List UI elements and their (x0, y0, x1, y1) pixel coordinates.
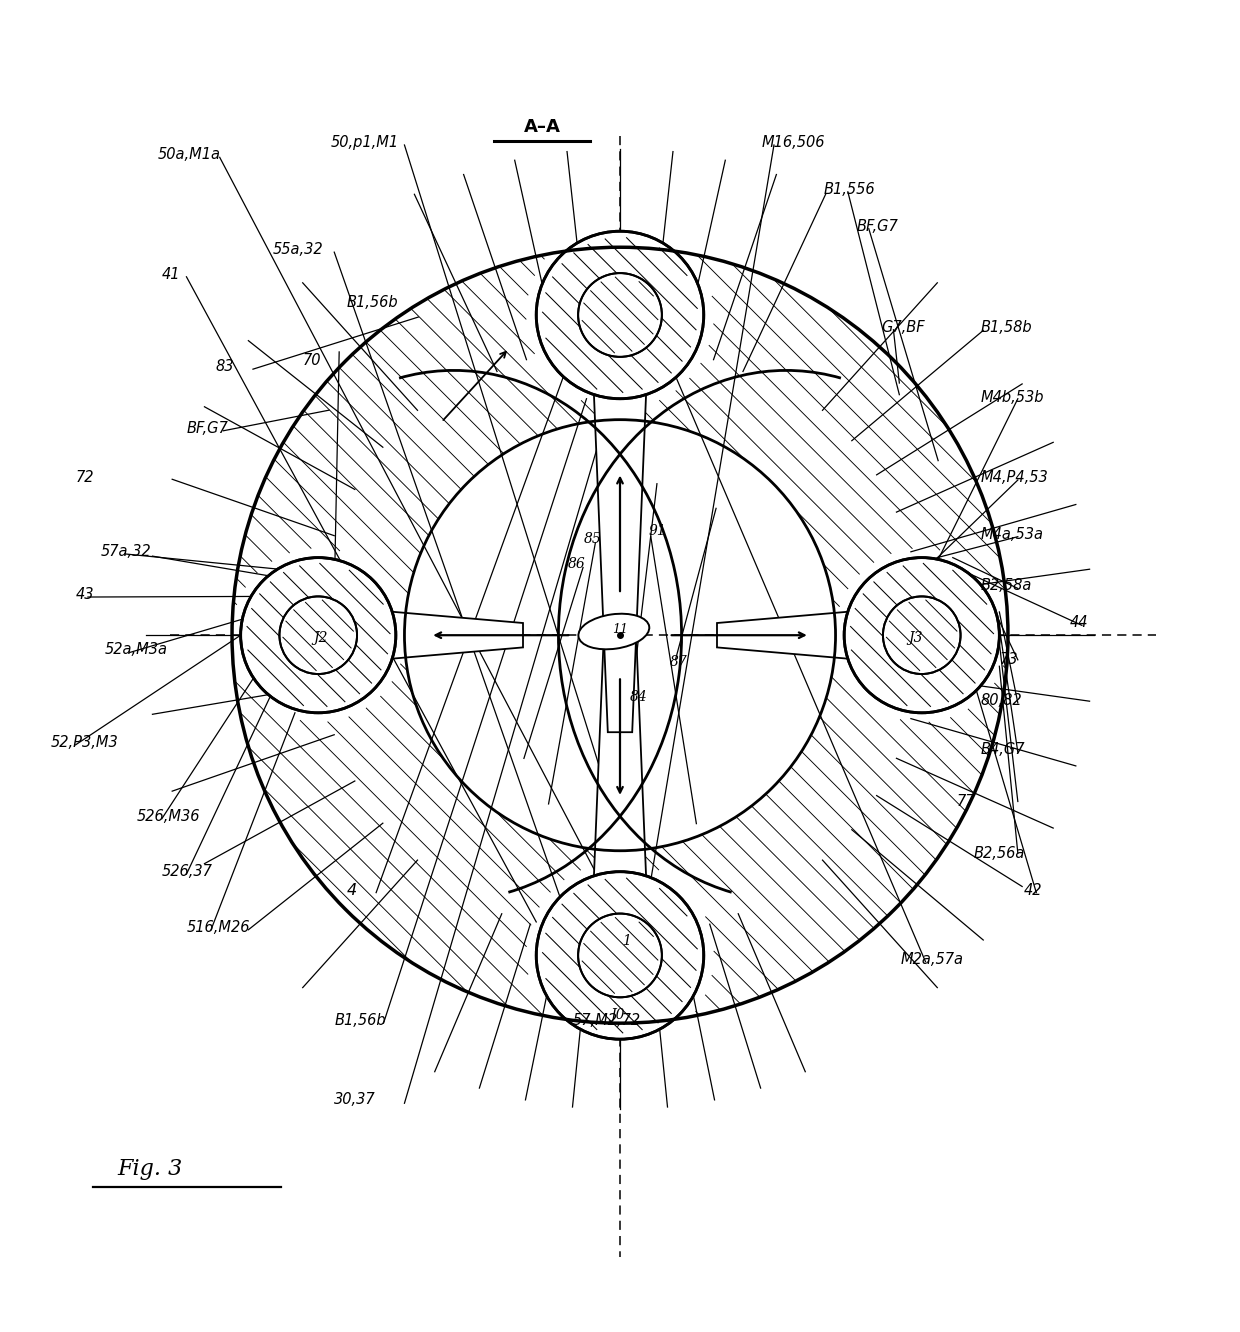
Text: B1,56b: B1,56b (335, 1014, 386, 1028)
Text: 57a,32: 57a,32 (100, 543, 151, 559)
Text: G7,BF: G7,BF (882, 320, 925, 334)
Circle shape (883, 597, 961, 674)
Text: 526,M36: 526,M36 (138, 809, 201, 823)
Polygon shape (591, 538, 649, 943)
Text: 87: 87 (671, 655, 688, 669)
Text: M2a,57a: M2a,57a (900, 951, 963, 967)
Text: 86: 86 (568, 557, 585, 571)
Text: A–A: A–A (525, 117, 560, 136)
Text: 4: 4 (346, 883, 357, 898)
Text: 526,37: 526,37 (161, 864, 213, 879)
Text: 55a,32: 55a,32 (273, 242, 324, 257)
Text: 52,P3,M3: 52,P3,M3 (51, 735, 119, 750)
Text: M4a,53a: M4a,53a (981, 526, 1044, 542)
Circle shape (234, 551, 402, 719)
Polygon shape (330, 606, 523, 665)
Text: 80,82: 80,82 (981, 693, 1023, 709)
Text: 516,M26: 516,M26 (186, 919, 250, 935)
Text: B4,G7: B4,G7 (981, 742, 1025, 758)
Text: 77: 77 (956, 794, 975, 809)
Text: 42: 42 (1024, 883, 1043, 898)
Text: 50,p1,M1: 50,p1,M1 (331, 135, 399, 151)
Text: B2,58a: B2,58a (981, 578, 1032, 594)
Text: M4,P4,53: M4,P4,53 (981, 470, 1049, 485)
Text: B1,556: B1,556 (823, 182, 875, 197)
Circle shape (241, 558, 396, 713)
Text: 73: 73 (999, 653, 1018, 667)
Text: M4b,53b: M4b,53b (981, 390, 1044, 405)
Text: B1,56b: B1,56b (346, 296, 398, 310)
Circle shape (529, 225, 711, 405)
Circle shape (844, 558, 999, 713)
Text: 43: 43 (76, 587, 94, 602)
Text: B1,58b: B1,58b (981, 320, 1033, 334)
Text: 44: 44 (1070, 615, 1087, 630)
Circle shape (536, 232, 704, 398)
Polygon shape (591, 328, 649, 733)
Text: J0: J0 (610, 1007, 625, 1022)
Circle shape (578, 914, 662, 998)
Circle shape (536, 871, 704, 1039)
Text: J2: J2 (314, 630, 327, 645)
Text: 72: 72 (76, 470, 94, 485)
Polygon shape (717, 606, 910, 665)
Ellipse shape (578, 614, 650, 649)
Text: M16,506: M16,506 (761, 135, 825, 151)
Text: 83: 83 (216, 360, 234, 374)
Text: J3: J3 (909, 630, 923, 645)
Circle shape (404, 420, 836, 851)
Text: 57,M2,72: 57,M2,72 (573, 1014, 641, 1028)
Text: 84: 84 (630, 690, 647, 703)
Text: 11: 11 (613, 622, 627, 635)
Text: 70: 70 (303, 353, 321, 368)
Text: 1: 1 (621, 934, 631, 947)
Text: Fig. 3: Fig. 3 (118, 1158, 182, 1180)
Circle shape (279, 597, 357, 674)
Text: BF,G7: BF,G7 (186, 421, 228, 436)
Text: 91: 91 (649, 523, 666, 538)
Circle shape (838, 551, 1006, 719)
Text: 85: 85 (584, 533, 601, 546)
Circle shape (578, 273, 662, 357)
Text: 52a,M3a: 52a,M3a (105, 642, 169, 658)
Text: B2,56a: B2,56a (973, 846, 1025, 860)
Text: BF,G7: BF,G7 (857, 218, 898, 234)
Circle shape (529, 864, 711, 1046)
Text: 41: 41 (161, 266, 180, 282)
Text: 30,37: 30,37 (335, 1092, 376, 1107)
Text: 50a,M1a: 50a,M1a (159, 148, 221, 163)
